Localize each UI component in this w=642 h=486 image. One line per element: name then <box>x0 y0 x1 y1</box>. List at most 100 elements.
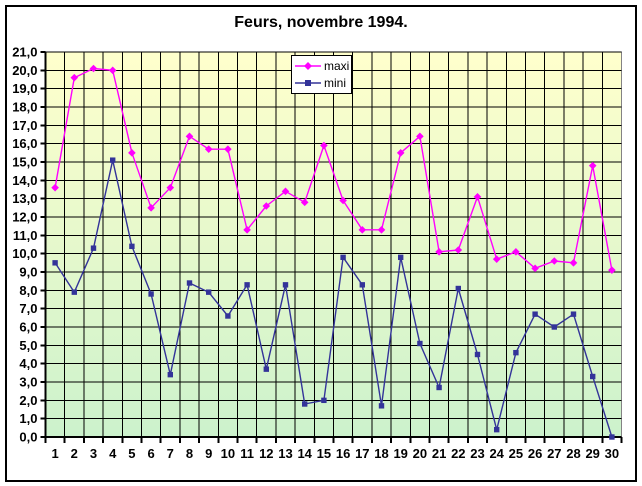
mini-marker <box>551 324 557 330</box>
maxi-marker <box>435 248 443 256</box>
mini-marker <box>186 280 193 286</box>
mini-series-swatch-icon <box>295 80 321 87</box>
mini-marker <box>532 311 538 317</box>
y-tick-label: 3,0 <box>19 375 37 390</box>
mini-marker <box>455 285 461 292</box>
mini-marker <box>378 403 385 409</box>
legend-label-mini: mini <box>324 76 347 91</box>
x-tick-label: 5 <box>128 446 135 461</box>
legend: maxi mini <box>291 55 352 94</box>
mini-marker <box>513 349 519 356</box>
mini-line <box>54 159 613 438</box>
mini-marker <box>417 340 423 347</box>
maxi-marker <box>339 196 347 205</box>
mini-marker <box>110 157 116 163</box>
x-tick-label: 22 <box>451 446 465 461</box>
maxi-marker <box>281 187 290 196</box>
maxi-marker <box>492 255 501 263</box>
mini-marker <box>321 397 327 404</box>
legend-item-mini: mini <box>295 75 348 92</box>
mini-marker <box>244 282 250 288</box>
mini-marker <box>71 289 77 295</box>
mini-marker <box>359 282 365 288</box>
maxi-marker <box>531 264 539 273</box>
maxi-marker <box>608 266 616 274</box>
maxi-marker <box>128 149 136 157</box>
x-tick-label: 26 <box>528 446 542 461</box>
x-tick-label: 18 <box>374 446 388 461</box>
x-tick-label: 27 <box>547 446 561 461</box>
x-tick-label: 16 <box>336 446 350 461</box>
y-tick-label: 19,0 <box>12 81 37 96</box>
x-tick-label: 29 <box>585 446 599 461</box>
mini-marker <box>282 282 289 288</box>
mini-marker <box>570 311 577 317</box>
maxi-marker <box>512 248 520 256</box>
maxi-marker <box>108 66 117 75</box>
x-tick-label: 15 <box>317 446 331 461</box>
mini-marker <box>225 313 231 319</box>
mini-marker <box>494 426 500 433</box>
y-tick-label: 5,0 <box>19 338 37 353</box>
maxi-marker <box>550 257 559 265</box>
maxi-marker <box>204 145 213 153</box>
x-tick-label: 13 <box>278 446 292 461</box>
y-tick-label: 13,0 <box>12 191 37 206</box>
maxi-series-swatch-icon <box>295 61 321 70</box>
mini-marker <box>398 254 404 261</box>
x-tick-label: 24 <box>489 446 504 461</box>
x-tick-label: 20 <box>413 446 427 461</box>
y-tick-label: 6,0 <box>19 320 37 335</box>
y-tick-label: 0,0 <box>19 430 37 445</box>
x-tick-label: 28 <box>566 446 580 461</box>
x-tick-label: 12 <box>259 446 273 461</box>
x-tick-label: 19 <box>393 446 407 461</box>
mini-marker <box>129 243 135 250</box>
mini-marker <box>590 373 596 380</box>
legend-item-maxi: maxi <box>295 57 350 74</box>
x-tick-label: 2 <box>71 446 78 461</box>
x-tick-label: 21 <box>432 446 446 461</box>
maxi-line <box>54 67 613 271</box>
maxi-marker <box>473 193 482 201</box>
maxi-marker <box>454 246 463 254</box>
chart-title: Feurs, novembre 1994. <box>234 14 408 31</box>
legend-label-maxi: maxi <box>324 58 350 73</box>
maxi-marker <box>588 161 597 170</box>
y-tick-label: 17,0 <box>12 118 37 133</box>
x-tick-label: 11 <box>240 446 254 461</box>
y-tick-label: 8,0 <box>19 283 37 298</box>
x-tick-label: 17 <box>355 446 369 461</box>
mini-marker <box>263 366 269 372</box>
y-tick-label: 18,0 <box>12 100 37 115</box>
x-tick-label: 6 <box>147 446 154 461</box>
maxi-marker <box>147 204 155 212</box>
maxi-marker <box>358 226 367 234</box>
x-tick-label: 4 <box>109 446 117 461</box>
maxi-marker <box>185 132 194 141</box>
x-tick-label: 30 <box>605 446 619 461</box>
mini-marker <box>206 289 212 295</box>
maxi-marker <box>70 73 79 82</box>
maxi-marker <box>262 202 271 210</box>
x-tick-label: 7 <box>167 446 174 461</box>
x-tick-label: 25 <box>509 446 523 461</box>
maxi-marker <box>416 132 424 141</box>
x-tick-label: 8 <box>186 446 193 461</box>
x-tick-label: 9 <box>205 446 212 461</box>
maxi-marker <box>224 145 232 153</box>
x-tick-label: 14 <box>297 446 312 461</box>
y-tick-label: 14,0 <box>12 173 37 188</box>
mini-marker <box>340 254 346 261</box>
maxi-marker <box>377 226 386 234</box>
maxi-marker <box>569 259 578 267</box>
maxi-marker <box>396 149 405 157</box>
maxi-marker <box>89 64 98 73</box>
mini-marker <box>52 260 58 266</box>
maxi-marker <box>51 183 59 192</box>
x-tick-label: 10 <box>221 446 235 461</box>
mini-marker <box>609 434 615 440</box>
y-tick-label: 16,0 <box>12 136 37 151</box>
